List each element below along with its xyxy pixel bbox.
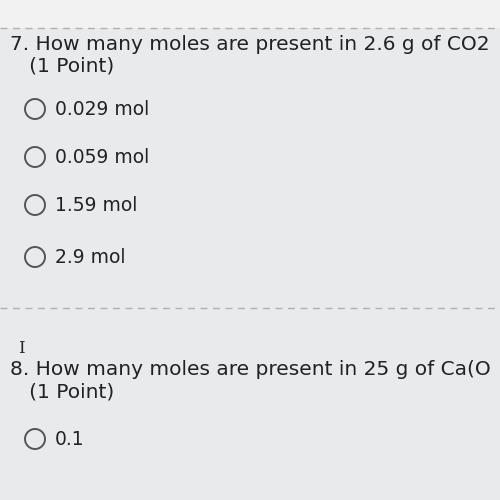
Text: 7. How many moles are present in 2.6 g of CO2: 7. How many moles are present in 2.6 g o… [10, 35, 490, 54]
Text: 1.59 mol: 1.59 mol [55, 196, 138, 215]
Text: (1 Point): (1 Point) [10, 57, 114, 76]
Text: 0.059 mol: 0.059 mol [55, 148, 149, 167]
Text: 0.029 mol: 0.029 mol [55, 100, 149, 119]
Text: 8. How many moles are present in 25 g of Ca(O: 8. How many moles are present in 25 g of… [10, 360, 491, 379]
Bar [0, 0, 500, 28]
Text: I: I [18, 340, 25, 357]
Text: 0.1: 0.1 [55, 430, 84, 449]
Text: 2.9 mol: 2.9 mol [55, 248, 126, 267]
Text: (1 Point): (1 Point) [10, 383, 114, 402]
